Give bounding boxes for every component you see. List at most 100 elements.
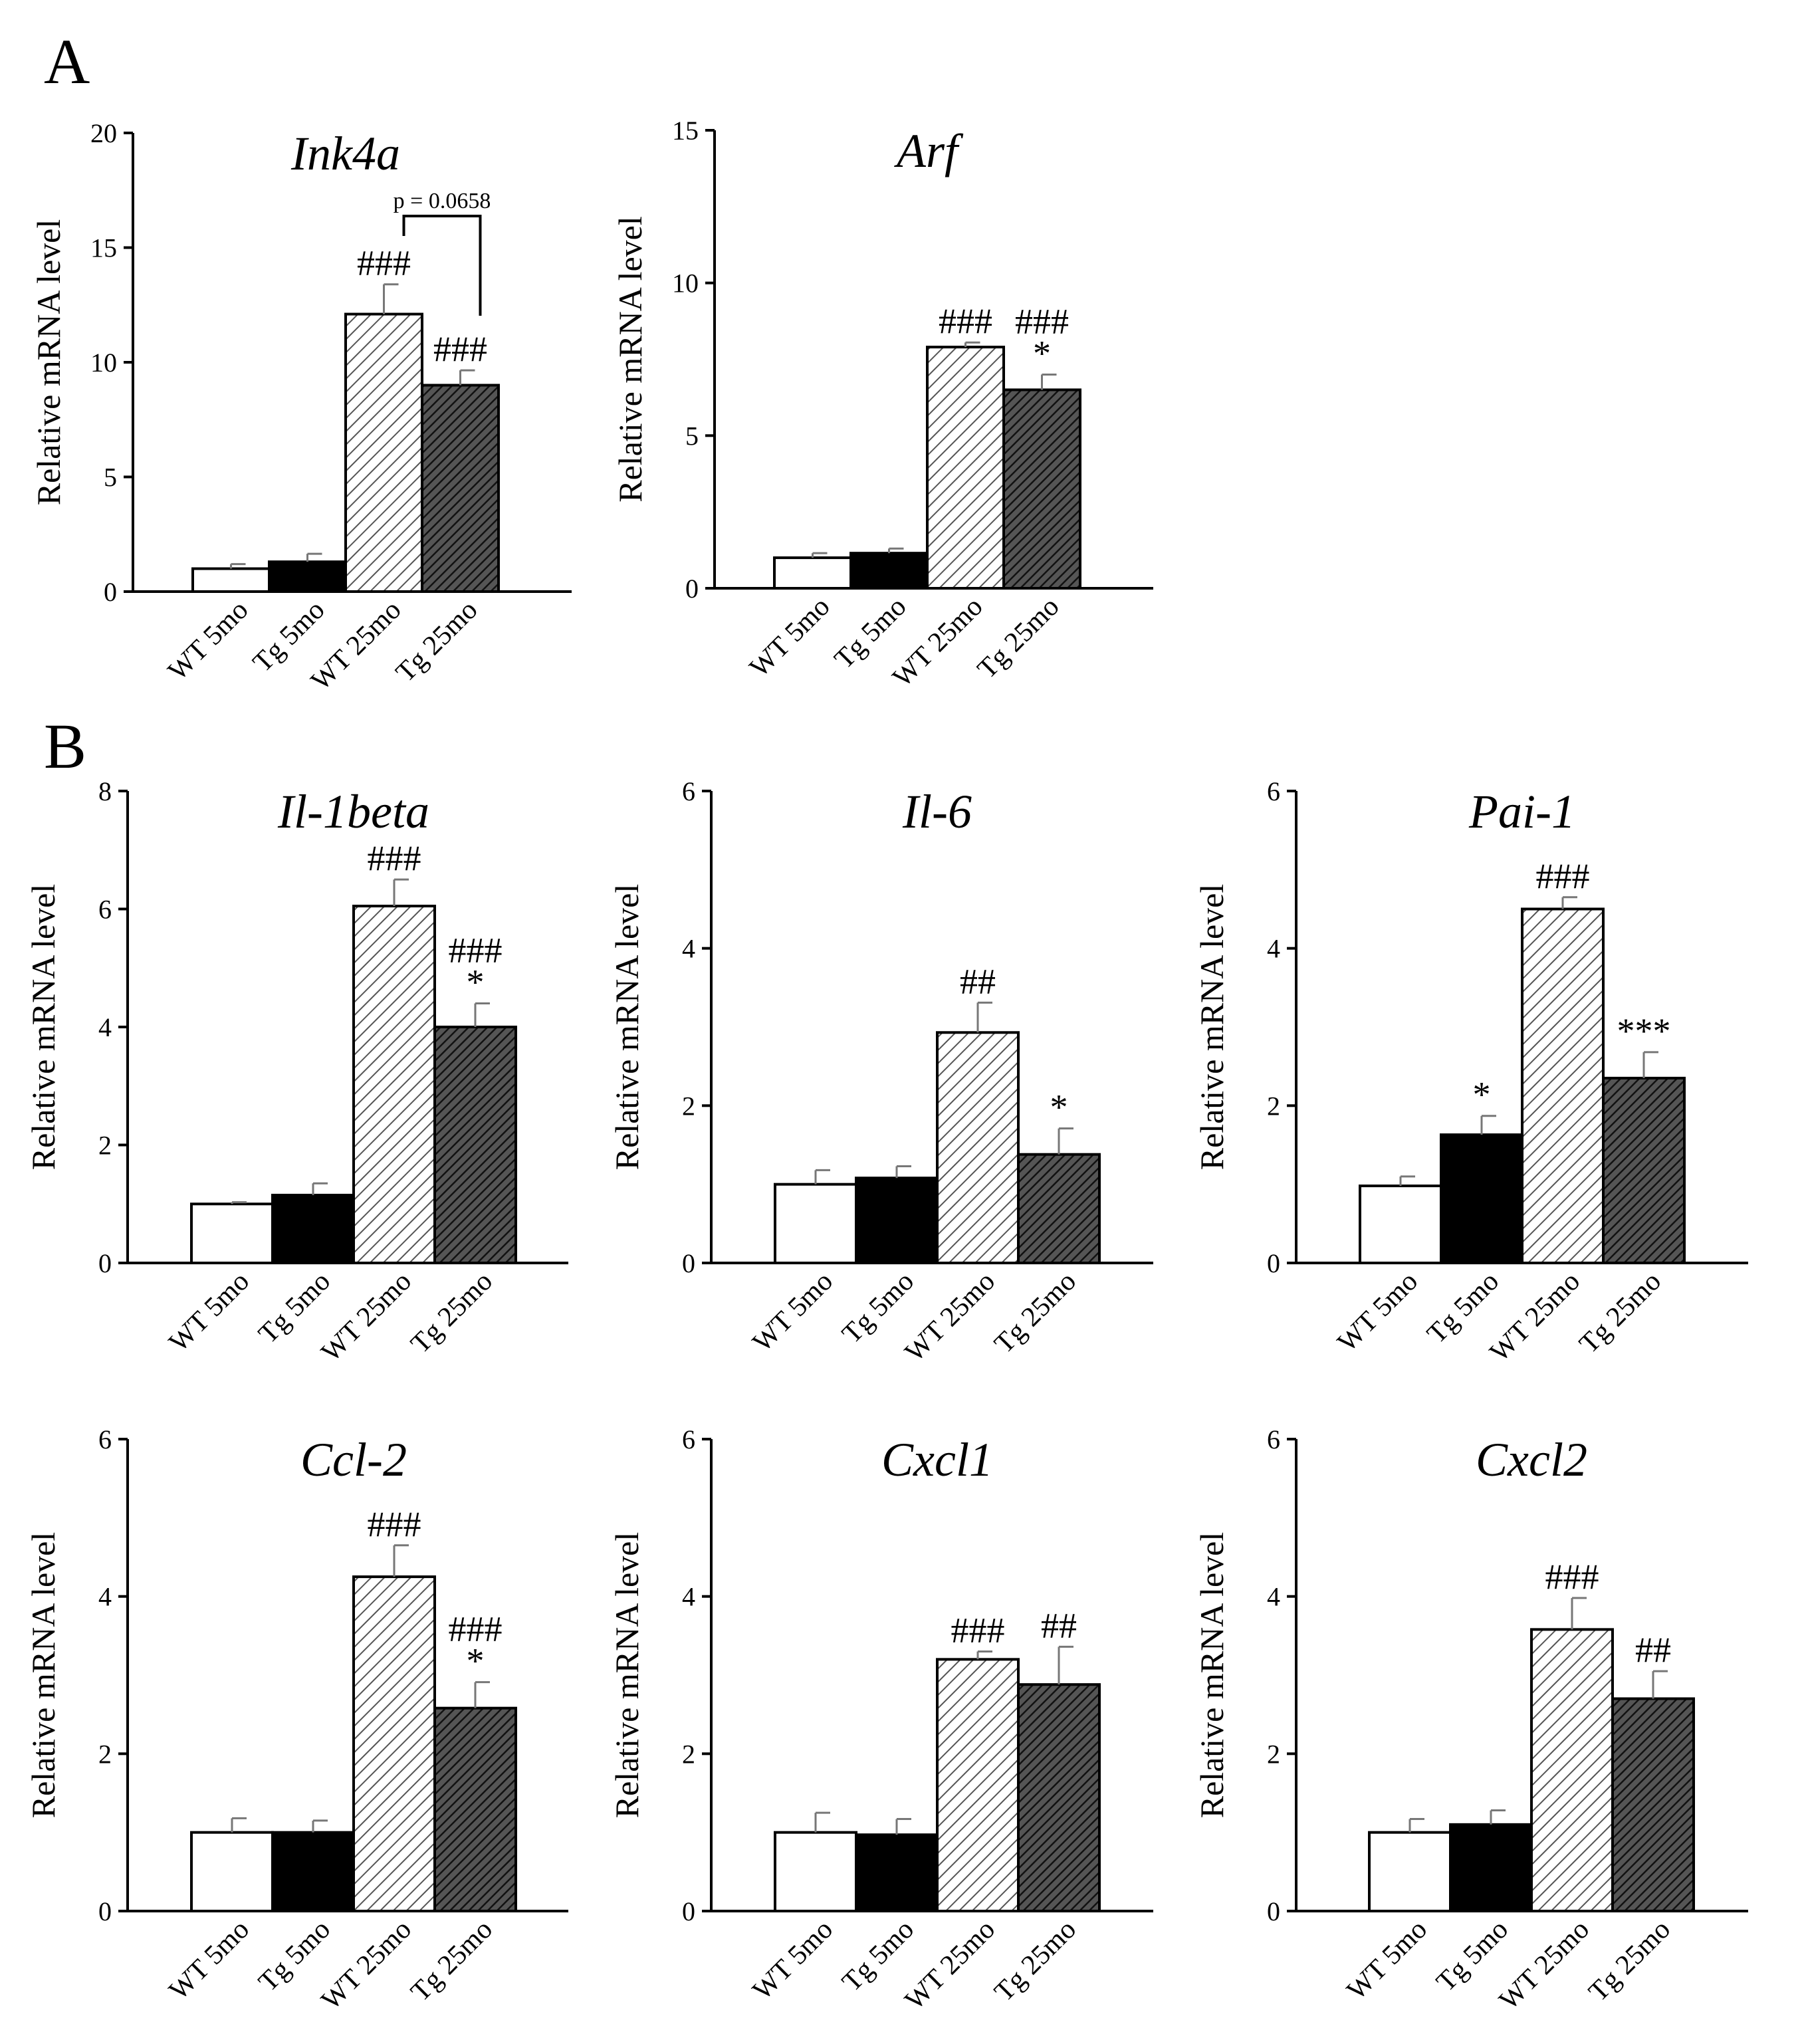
significance-label: ## [960, 961, 996, 1001]
significance-label: *** [1617, 1011, 1671, 1051]
y-tick-label: 2 [682, 1739, 695, 1769]
bar-0 [1368, 1831, 1452, 1913]
y-tick-label: 6 [98, 895, 112, 925]
panel-label-a: A [44, 26, 90, 97]
y-tick-label: 2 [682, 1091, 695, 1121]
significance-label: ### [1536, 856, 1590, 896]
chart-title: Pai-1 [1468, 785, 1575, 838]
bar-3 [1017, 1683, 1101, 1912]
category-label: Tg 25mo [1573, 1266, 1667, 1360]
category-label: Tg 5mo [253, 1266, 336, 1350]
category-label: Tg 25mo [988, 1266, 1082, 1360]
bar-2 [344, 312, 423, 593]
bar-2 [352, 905, 436, 1264]
y-tick-label: 6 [1267, 1424, 1280, 1454]
significance-label: ### [433, 329, 487, 369]
category-label: WT 25mo [1494, 1914, 1595, 2016]
bar-0 [774, 1831, 857, 1913]
bar-3 [1017, 1153, 1101, 1264]
y-tick-label: 2 [98, 1131, 112, 1161]
category-label: Tg 5mo [1430, 1914, 1514, 1998]
chart-title: Arf [894, 124, 964, 177]
category-label: WT 5mo [744, 592, 836, 683]
category-label: WT 5mo [1332, 1266, 1424, 1358]
y-tick-label: 0 [682, 1248, 695, 1278]
chart-title: Cxcl1 [881, 1433, 993, 1486]
y-tick-label: 15 [672, 116, 699, 146]
panel-label-b: B [44, 711, 86, 782]
category-label: WT 5mo [162, 595, 254, 687]
bar-1 [268, 560, 347, 594]
y-tick-label: 0 [98, 1896, 112, 1926]
category-label: Tg 25mo [972, 592, 1066, 685]
bar-0 [1359, 1185, 1442, 1264]
significance-label: ### [449, 931, 503, 970]
y-axis-label: Relative mRNA level [25, 884, 62, 1170]
category-label: Tg 25mo [390, 595, 484, 689]
significance-label: ### [1545, 1557, 1599, 1597]
y-tick-label: 4 [98, 1582, 112, 1612]
bar-0 [190, 1831, 274, 1913]
category-label: WT 25mo [1484, 1266, 1586, 1368]
y-tick-label: 6 [98, 1424, 112, 1454]
chart-title: Cxcl2 [1476, 1433, 1587, 1486]
significance-label: ### [951, 1611, 1005, 1650]
y-axis-label: Relative mRNA level [30, 219, 67, 505]
y-tick-label: 20 [90, 118, 117, 148]
y-axis-label: Relative mRNA level [1193, 1532, 1230, 1818]
chart-title: Il-6 [902, 785, 972, 838]
y-tick-label: 4 [682, 934, 695, 964]
significance-label: ### [368, 838, 421, 878]
category-label: WT 25mo [899, 1266, 1001, 1368]
significance-label: * [1033, 333, 1051, 373]
y-tick-label: 6 [682, 776, 695, 806]
y-tick-label: 2 [1267, 1739, 1280, 1769]
y-tick-label: 4 [98, 1012, 112, 1042]
y-tick-label: 15 [90, 233, 117, 263]
y-tick-label: 0 [1267, 1248, 1280, 1278]
significance-label: * [467, 963, 485, 1002]
category-label: WT 5mo [747, 1266, 839, 1358]
y-tick-label: 0 [682, 1896, 695, 1926]
category-label: WT 25mo [316, 1266, 417, 1368]
bar-0 [190, 1202, 274, 1264]
chart-title: Ccl-2 [300, 1433, 407, 1486]
y-tick-label: 4 [682, 1582, 695, 1612]
bar-1 [849, 552, 929, 590]
bar-1 [271, 1831, 355, 1913]
y-tick-label: 5 [685, 421, 699, 451]
bar-2 [1521, 907, 1605, 1264]
category-label: Tg 25mo [405, 1914, 499, 2008]
category-label: Tg 25mo [405, 1266, 499, 1360]
y-tick-label: 0 [104, 577, 117, 607]
p-value-label: p = 0.0658 [394, 189, 491, 213]
bar-3 [1602, 1076, 1686, 1264]
y-tick-label: 6 [682, 1424, 695, 1454]
chart-ink4a: 0 5 10 15 20 Relative mRNA level Ink4a WT 5mo Tg… [30, 118, 572, 697]
bar-1 [271, 1193, 355, 1264]
chart-title: Ink4a [290, 127, 400, 180]
bar-2 [1530, 1628, 1614, 1913]
y-axis-label: Relative mRNA level [25, 1532, 62, 1818]
y-axis-label: Relative mRNA level [1193, 884, 1230, 1170]
y-tick-label: 5 [104, 463, 117, 493]
category-label: Tg 5mo [1421, 1266, 1505, 1350]
bar-0 [191, 567, 271, 593]
y-tick-label: 4 [1267, 1582, 1280, 1612]
y-axis-label: Relative mRNA level [608, 884, 645, 1170]
y-tick-label: 0 [1267, 1896, 1280, 1926]
bar-3 [433, 1706, 517, 1912]
bar-2 [926, 346, 1005, 590]
y-tick-label: 10 [672, 269, 699, 298]
category-label: Tg 5mo [836, 1914, 920, 1998]
bar-0 [773, 556, 852, 590]
category-label: WT 25mo [316, 1914, 417, 2016]
y-tick-label: 8 [98, 776, 112, 806]
